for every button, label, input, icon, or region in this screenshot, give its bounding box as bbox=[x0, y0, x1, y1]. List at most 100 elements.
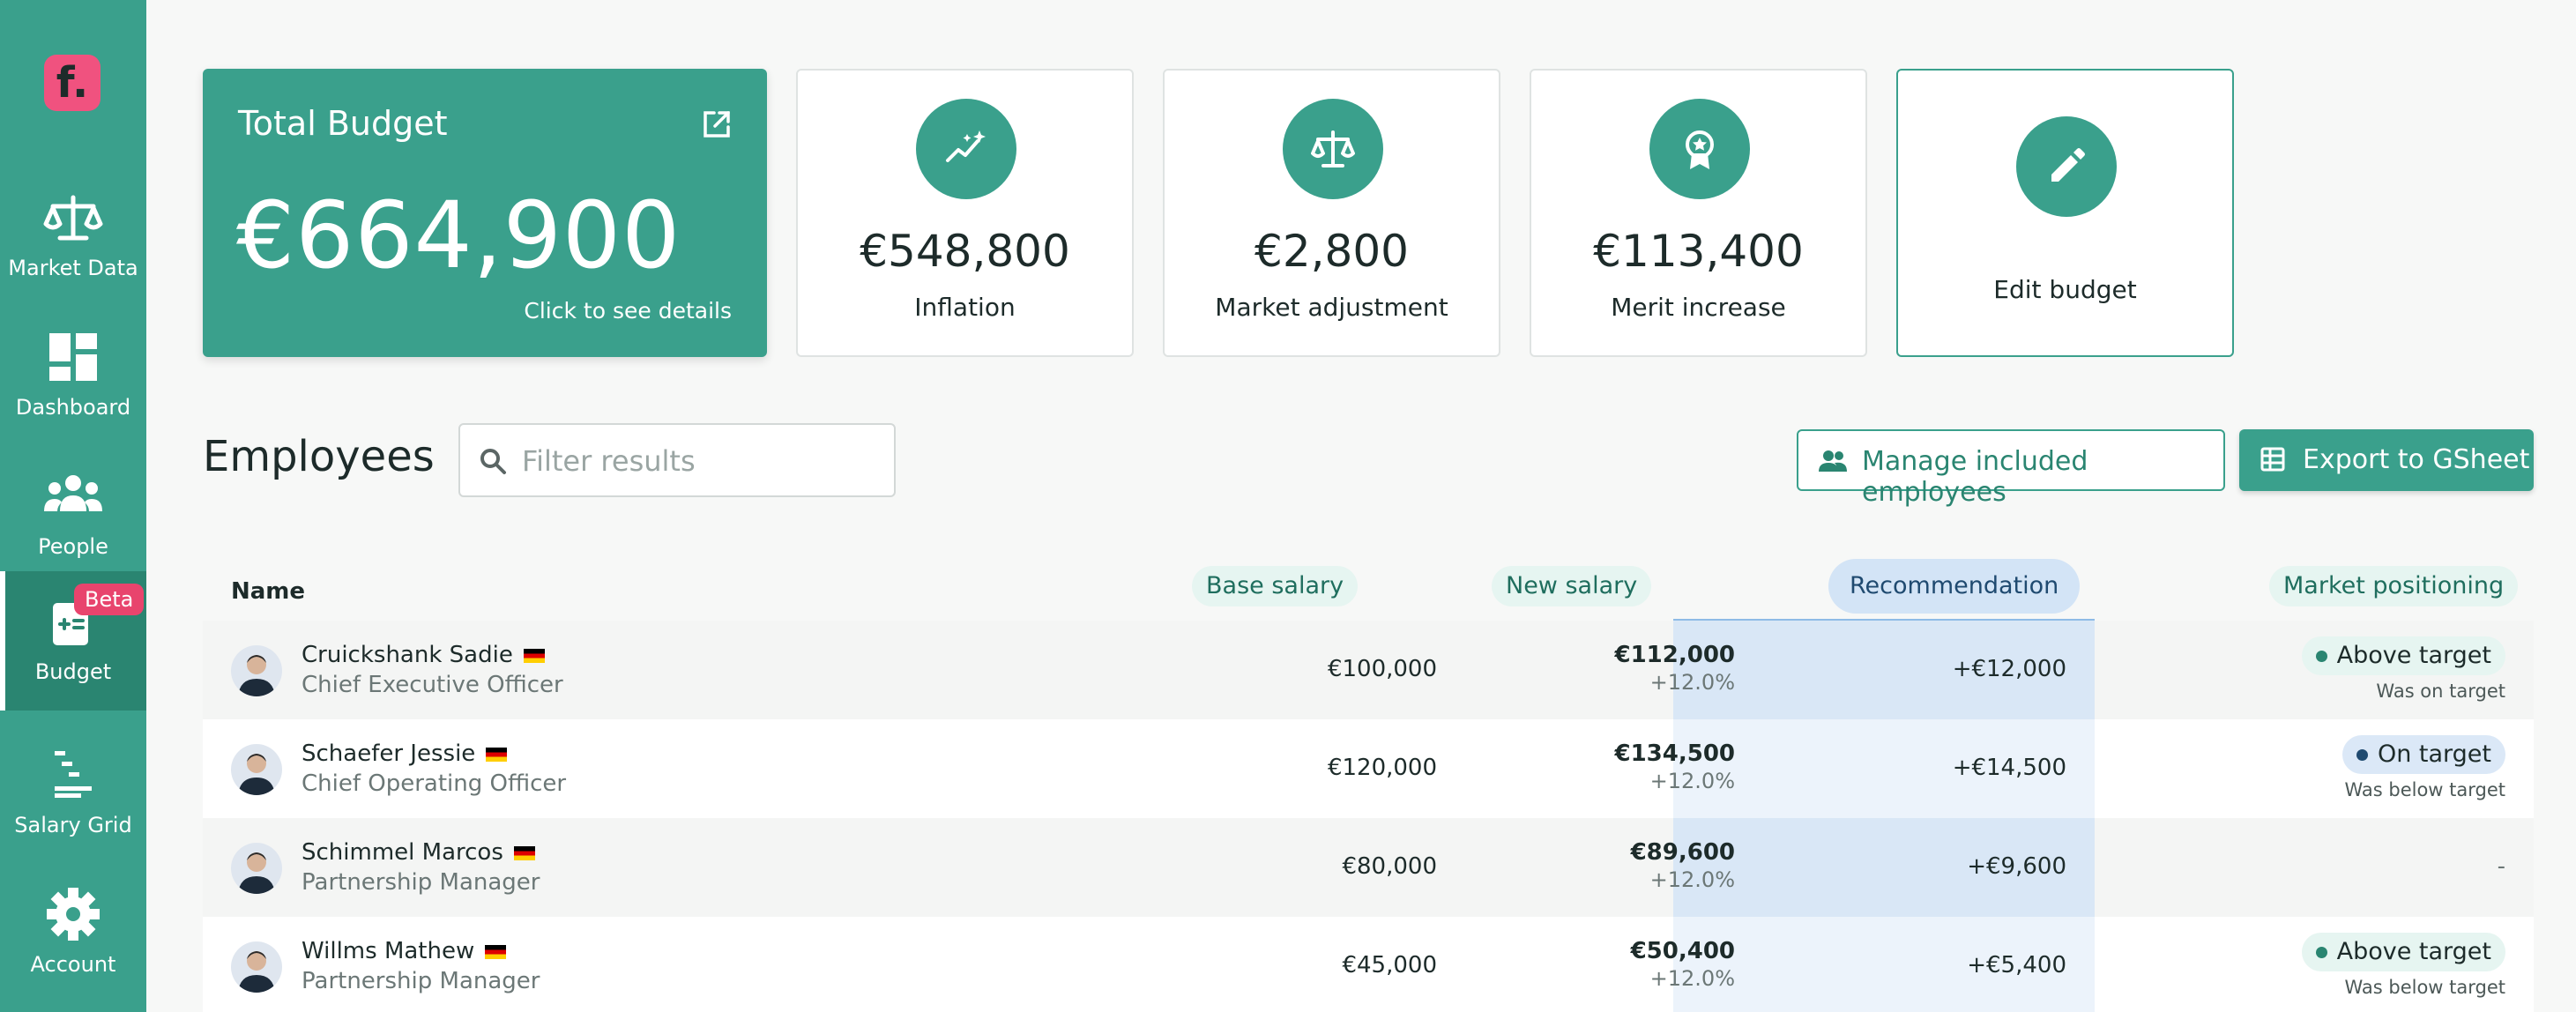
avatar bbox=[231, 843, 282, 894]
scale-icon bbox=[1311, 130, 1355, 167]
new-salary: €112,000 bbox=[1614, 642, 1735, 668]
base-salary: €45,000 bbox=[1342, 952, 1437, 979]
see-details-link[interactable]: Click to see details bbox=[524, 298, 732, 324]
recommendation-value: +€9,600 bbox=[1967, 853, 2066, 880]
sidebar-item-dashboard[interactable]: Dashboard bbox=[0, 307, 146, 446]
inflation-card: €548,800 Inflation bbox=[796, 69, 1134, 357]
employee-name[interactable]: Cruickshank Sadie bbox=[302, 642, 545, 668]
employee-name[interactable]: Schaefer Jessie bbox=[302, 740, 508, 767]
sidebar-item-label: Account bbox=[30, 952, 116, 977]
germany-flag-icon bbox=[523, 648, 545, 663]
inflation-icon-circle bbox=[916, 99, 1016, 199]
new-salary-percent: +12.0% bbox=[1649, 966, 1735, 991]
export-gsheet-button[interactable]: Export to GSheet bbox=[2239, 429, 2534, 491]
employee-name[interactable]: Schimmel Marcos bbox=[302, 839, 535, 866]
sidebar-item-label: People bbox=[38, 534, 108, 559]
employees-title: Employees bbox=[203, 432, 435, 481]
total-budget-title: Total Budget bbox=[238, 104, 448, 143]
market-position-badge: Above target bbox=[2301, 933, 2505, 971]
pencil-icon bbox=[2051, 148, 2085, 182]
employees-table: Name Base salary New salary Recommendati… bbox=[203, 547, 2534, 1012]
column-header-recommendation[interactable]: Recommendation bbox=[1828, 559, 2081, 614]
total-budget-card[interactable]: Total Budget €664,900 Click to see detai… bbox=[203, 69, 767, 357]
recommendation-value: +€12,000 bbox=[1952, 656, 2066, 682]
market-adjustment-card: €2,800 Market adjustment bbox=[1163, 69, 1500, 357]
merit-increase-card: €113,400 Merit increase bbox=[1530, 69, 1867, 357]
new-salary: €50,400 bbox=[1630, 938, 1735, 964]
sidebar-item-account[interactable]: Account bbox=[0, 864, 146, 1003]
new-salary-percent: +12.0% bbox=[1649, 867, 1735, 892]
external-link-icon[interactable] bbox=[700, 108, 733, 141]
award-icon bbox=[1686, 130, 1714, 169]
filter-field[interactable] bbox=[458, 423, 896, 497]
recommendation-cell: +€5,400 bbox=[1673, 917, 2095, 1012]
employee-role: Partnership Manager bbox=[302, 869, 540, 896]
people-icon bbox=[44, 475, 102, 511]
base-salary: €120,000 bbox=[1327, 755, 1437, 781]
table-row[interactable]: +€12,000 Cruickshank Sadie Chief Executi… bbox=[203, 621, 2534, 719]
base-salary: €80,000 bbox=[1342, 853, 1437, 880]
new-salary: €134,500 bbox=[1614, 740, 1735, 767]
market-adjustment-value: €2,800 bbox=[1254, 226, 1409, 277]
previous-position: Was below target bbox=[2344, 977, 2505, 998]
edit-budget-label: Edit budget bbox=[1993, 275, 2137, 304]
column-header-name[interactable]: Name bbox=[231, 578, 306, 605]
salary-grid-icon bbox=[55, 751, 92, 798]
recommendation-value: +€14,500 bbox=[1952, 755, 2066, 781]
sidebar-item-market-data[interactable]: Market Data bbox=[0, 167, 146, 307]
sidebar-item-label: Market Data bbox=[8, 256, 138, 280]
table-row[interactable]: +€14,500 Schaefer Jessie Chief Operating… bbox=[203, 719, 2534, 818]
sidebar-item-salary-grid[interactable]: Salary Grid bbox=[0, 725, 146, 864]
sidebar-item-people[interactable]: People bbox=[0, 446, 146, 585]
app-logo[interactable]: f. bbox=[44, 55, 101, 111]
scale-icon bbox=[43, 195, 103, 241]
base-salary: €100,000 bbox=[1327, 656, 1437, 682]
column-header-new-salary[interactable]: New salary bbox=[1492, 566, 1652, 606]
recommendation-cell: +€9,600 bbox=[1673, 818, 2095, 917]
recommendation-cell: +€14,500 bbox=[1673, 719, 2095, 818]
new-salary-percent: +12.0% bbox=[1649, 670, 1735, 695]
column-header-market-positioning[interactable]: Market positioning bbox=[2269, 566, 2519, 606]
edit-budget-button[interactable]: Edit budget bbox=[1896, 69, 2234, 357]
inflation-label: Inflation bbox=[914, 293, 1016, 322]
table-row[interactable]: +€9,600 Schimmel Marcos Partnership Mana… bbox=[203, 818, 2534, 917]
sidebar-item-label: Dashboard bbox=[15, 395, 131, 420]
avatar bbox=[231, 744, 282, 795]
market-position-badge: Above target bbox=[2301, 636, 2505, 675]
filter-input[interactable] bbox=[522, 437, 875, 485]
people-icon bbox=[1819, 450, 1847, 472]
total-budget-amount: €664,900 bbox=[236, 182, 681, 289]
inflation-value: €548,800 bbox=[860, 226, 1070, 277]
merit-increase-value: €113,400 bbox=[1593, 226, 1804, 277]
avatar bbox=[231, 645, 282, 696]
market-adjustment-label: Market adjustment bbox=[1215, 293, 1448, 322]
germany-flag-icon bbox=[485, 944, 507, 959]
employee-role: Partnership Manager bbox=[302, 968, 540, 994]
manage-employees-label: Manage included employees bbox=[1862, 446, 2088, 508]
germany-flag-icon bbox=[486, 747, 508, 762]
avatar bbox=[231, 941, 282, 993]
trend-up-icon bbox=[946, 130, 986, 162]
sidebar-item-budget[interactable]: Beta Budget bbox=[0, 571, 146, 711]
table-row[interactable]: +€5,400 Willms Mathew Partnership Manage… bbox=[203, 917, 2534, 1012]
market-position-empty: - bbox=[2497, 853, 2505, 880]
new-salary-percent: +12.0% bbox=[1649, 769, 1735, 793]
beta-badge: Beta bbox=[74, 584, 145, 615]
previous-position: Was below target bbox=[2344, 779, 2505, 800]
edit-budget-icon-circle bbox=[2016, 116, 2117, 217]
employee-role: Chief Operating Officer bbox=[302, 770, 567, 797]
market-adjustment-icon-circle bbox=[1283, 99, 1383, 199]
employee-name[interactable]: Willms Mathew bbox=[302, 938, 507, 964]
employee-role: Chief Executive Officer bbox=[302, 672, 563, 698]
grid-icon bbox=[2260, 447, 2285, 472]
recommendation-cell: +€12,000 bbox=[1673, 621, 2095, 719]
previous-position: Was on target bbox=[2376, 681, 2505, 702]
logo-letter: f. bbox=[56, 58, 89, 108]
search-icon bbox=[480, 449, 506, 474]
merit-increase-icon-circle bbox=[1649, 99, 1750, 199]
sidebar-item-label: Salary Grid bbox=[14, 813, 132, 837]
sidebar-item-label: Budget bbox=[34, 659, 112, 684]
manage-employees-button[interactable]: Manage included employees bbox=[1797, 429, 2225, 508]
column-header-base-salary[interactable]: Base salary bbox=[1192, 566, 1359, 606]
sidebar: f. Market Data Dashboard People Beta Bud… bbox=[0, 0, 146, 1012]
